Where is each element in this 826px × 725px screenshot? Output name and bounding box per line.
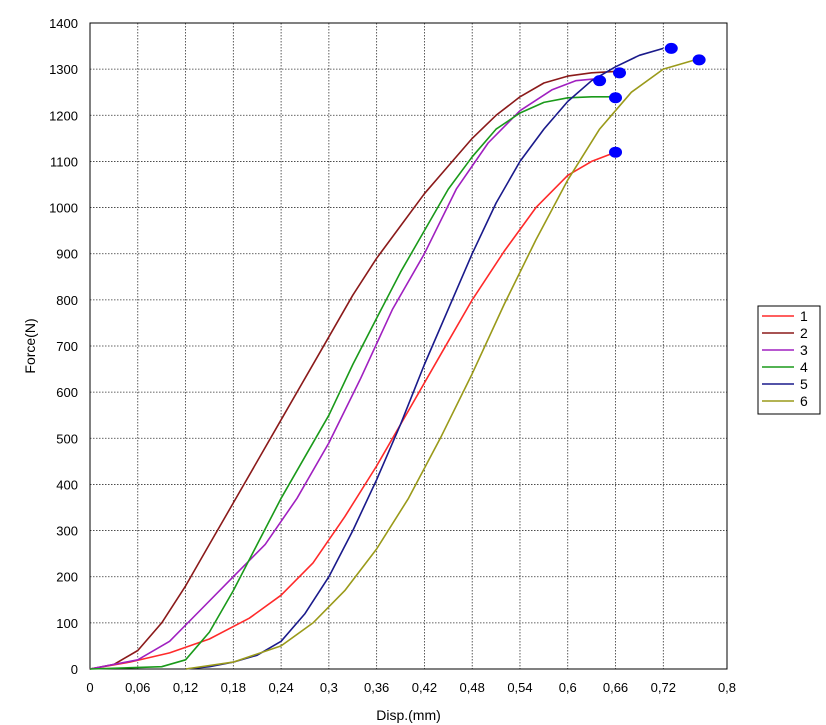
x-tick-label: 0,6 — [559, 680, 577, 695]
series-line-3 — [89, 77, 600, 670]
y-tick-label: 200 — [56, 570, 78, 585]
legend-label-4: 4 — [800, 359, 808, 375]
x-axis-ticks: 0 0,06 0,12 0,18 0,24 0,3 0,36 0,42 0,48 0,54 0,6 0… — [86, 680, 736, 695]
end-marker-6 — [692, 54, 706, 66]
y-tick-label: 1300 — [49, 62, 78, 77]
series-line-1 — [89, 151, 616, 670]
x-tick-label: 0,54 — [507, 680, 532, 695]
legend-label-6: 6 — [800, 393, 808, 409]
series-line-2 — [89, 70, 616, 670]
y-axis-ticks: 0 100 200 300 400 500 600 700 800 900 1000 1100 1200… — [49, 16, 78, 677]
legend-label-5: 5 — [800, 376, 808, 392]
x-tick-label: 0 — [86, 680, 93, 695]
y-tick-label: 300 — [56, 524, 78, 539]
x-tick-label: 0,48 — [460, 680, 485, 695]
x-tick-label: 0,24 — [268, 680, 293, 695]
x-tick-label: 0,42 — [412, 680, 437, 695]
legend-label-3: 3 — [800, 342, 808, 358]
plot-frame — [89, 22, 728, 670]
end-marker-1 — [609, 146, 623, 158]
y-tick-label: 1000 — [49, 201, 78, 216]
end-markers — [593, 42, 706, 158]
end-marker-2 — [613, 67, 627, 79]
x-tick-label: 0,8 — [718, 680, 736, 695]
y-axis-label: Force(N) — [22, 318, 38, 373]
y-tick-label: 100 — [56, 616, 78, 631]
series-line-6 — [185, 59, 696, 670]
y-tick-label: 1100 — [50, 154, 78, 169]
y-tick-label: 800 — [56, 293, 78, 308]
end-marker-5 — [664, 42, 678, 54]
series-line-4 — [89, 96, 616, 670]
x-tick-label: 0,3 — [320, 680, 338, 695]
series-lines — [89, 47, 696, 670]
y-tick-label: 1200 — [49, 108, 78, 123]
y-tick-label: 500 — [56, 431, 78, 446]
x-tick-label: 0,66 — [603, 680, 628, 695]
legend-label-2: 2 — [800, 325, 808, 341]
y-tick-label: 400 — [56, 477, 78, 492]
x-tick-label: 0,06 — [125, 680, 150, 695]
legend-box — [757, 305, 821, 415]
y-tick-label: 600 — [56, 385, 78, 400]
end-marker-4 — [609, 92, 623, 104]
x-tick-label: 0,12 — [173, 680, 198, 695]
y-tick-label: 700 — [56, 339, 78, 354]
x-tick-label: 0,72 — [651, 680, 676, 695]
x-tick-label: 0,36 — [364, 680, 389, 695]
x-axis-label: Disp.(mm) — [376, 707, 441, 723]
end-marker-3 — [593, 75, 607, 87]
grid — [90, 23, 727, 669]
x-tick-label: 0,18 — [221, 680, 246, 695]
y-tick-label: 900 — [56, 247, 78, 262]
y-tick-label: 1400 — [49, 16, 78, 31]
y-tick-label: 0 — [71, 662, 78, 677]
legend-label-1: 1 — [800, 308, 808, 324]
